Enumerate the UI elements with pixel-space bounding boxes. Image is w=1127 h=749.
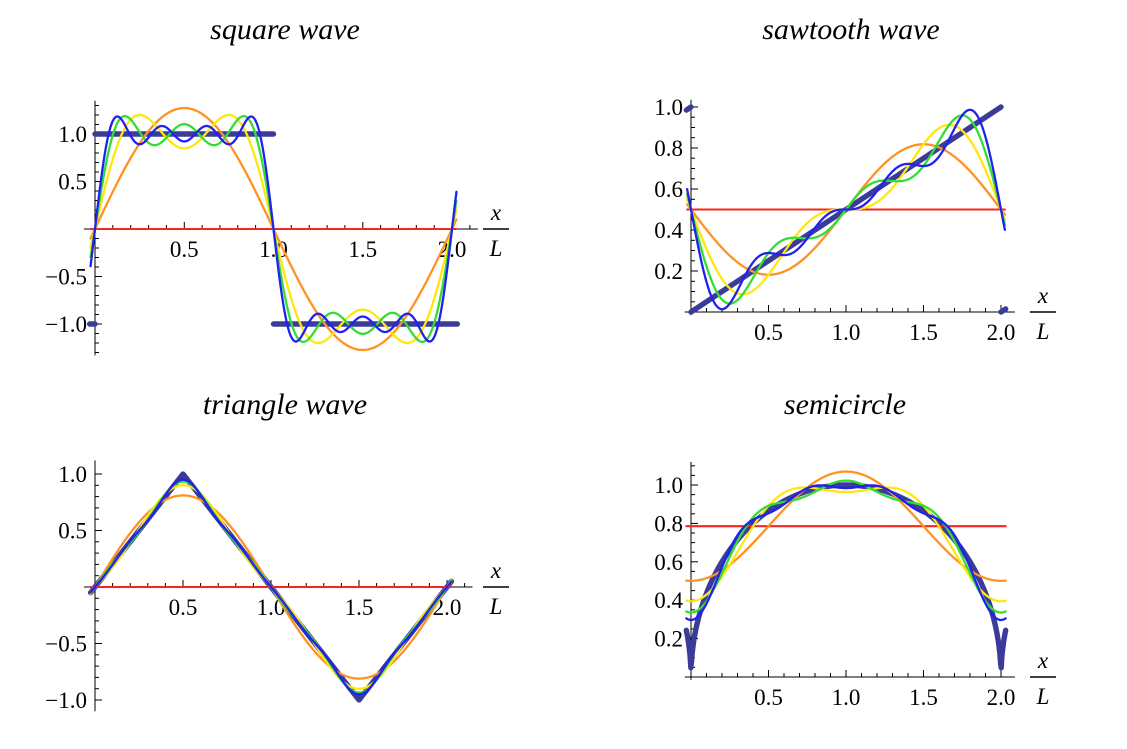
y-tick-label: 1.0 [58,462,87,487]
x-tick-label: 1.5 [909,320,938,345]
chart-title-square-wave: square wave [210,13,360,46]
chart-title-sawtooth-wave: sawtooth wave [762,13,940,46]
x-axis-label-numerator: x [1037,283,1049,308]
x-tick-label: 1.0 [832,320,861,345]
y-tick-label: 0.5 [58,519,87,544]
y-tick-label: −1.0 [45,312,87,337]
y-tick-label: 0.2 [654,259,683,284]
x-tick-label: 1.5 [348,237,377,262]
y-tick-label: −0.5 [45,632,87,657]
x-axis-label-denominator: L [489,236,503,261]
curve-sum-3-terms [685,479,1007,614]
curve-sum-4-terms [89,115,458,343]
square-wave-plot: 0.5 1.0 1.5 2.01.00.5−0.5−1.0xL [45,100,509,356]
chart-title-triangle-wave: triangle wave [202,388,368,421]
x-tick-label: 0.5 [754,320,783,345]
semicircle-plot: 0.5 1.0 1.5 2.0 0.2 0.4 0.6 0.8 1.0 xL [654,462,1056,710]
y-tick-label: 0.5 [58,170,87,195]
curve-sum-4-terms [685,108,1007,311]
x-tick-label: 1.0 [832,685,861,710]
y-tick-label: 1.0 [58,122,87,147]
x-tick-label: 0.5 [169,595,198,620]
curve-exact [683,482,1009,671]
y-tick-label: 0.6 [654,550,683,575]
x-axis-label-denominator: L [489,594,503,619]
y-tick-label: −0.5 [45,265,87,290]
y-tick-label: −1.0 [45,688,87,713]
panel-triangle-wave: triangle wave 0.5 1.0 1.5 2.0 1.0 0.5 −0.5 −1.0… [0,375,563,749]
x-tick-label: 1.5 [345,595,374,620]
y-tick-label: 1.0 [654,95,683,120]
y-tick-label: 0.4 [654,588,683,613]
chart-title-semicircle: semicircle [783,388,907,421]
curve-exact [86,131,461,327]
x-axis-label-numerator: x [490,558,502,583]
x-axis-label-denominator: L [1036,319,1050,344]
x-axis-label-denominator: L [1036,684,1050,709]
x-tick-label: 2.0 [987,320,1016,345]
y-tick-label: 0.2 [654,627,683,652]
x-tick-label: 0.5 [170,237,199,262]
y-tick-label: 0.8 [654,136,683,161]
x-axis-label-numerator: x [490,200,502,225]
x-axis-label-numerator: x [1037,648,1049,673]
y-tick-label: 1.0 [654,473,683,498]
triangle-wave-plot: 0.5 1.0 1.5 2.01.00.5−0.5−1.0xL [45,460,509,713]
panel-square-wave: square wave 0.5 1.0 1.5 2.0 1.0 0.5 −0.5 −1.0 x L [0,0,563,374]
x-tick-label: 1.5 [909,685,938,710]
y-tick-label: 0.4 [654,218,683,243]
y-tick-label: 0.8 [654,511,683,536]
curve-sum-2-terms [685,486,1007,603]
x-tick-label: 2.0 [987,685,1016,710]
curve-sum-4-terms [685,484,1007,622]
curve-sum-4-terms [89,478,453,696]
panel-semicircle: semicircle 0.5 1.0 1.5 2.0 0.2 0.4 0.6 0.8 1.0 x L [563,375,1126,749]
y-tick-label: 0.6 [654,177,683,202]
x-tick-label: 0.5 [754,685,783,710]
curve-sum-1-terms [685,470,1007,582]
sawtooth-wave-plot: 0.5 1.0 1.5 2.0 0.2 0.4 0.6 0.8 1.0 xL [654,95,1056,345]
panel-sawtooth-wave: sawtooth wave 0.5 1.0 1.5 2.0 0.2 0.4 0.6 0.8 1.… [563,0,1126,374]
